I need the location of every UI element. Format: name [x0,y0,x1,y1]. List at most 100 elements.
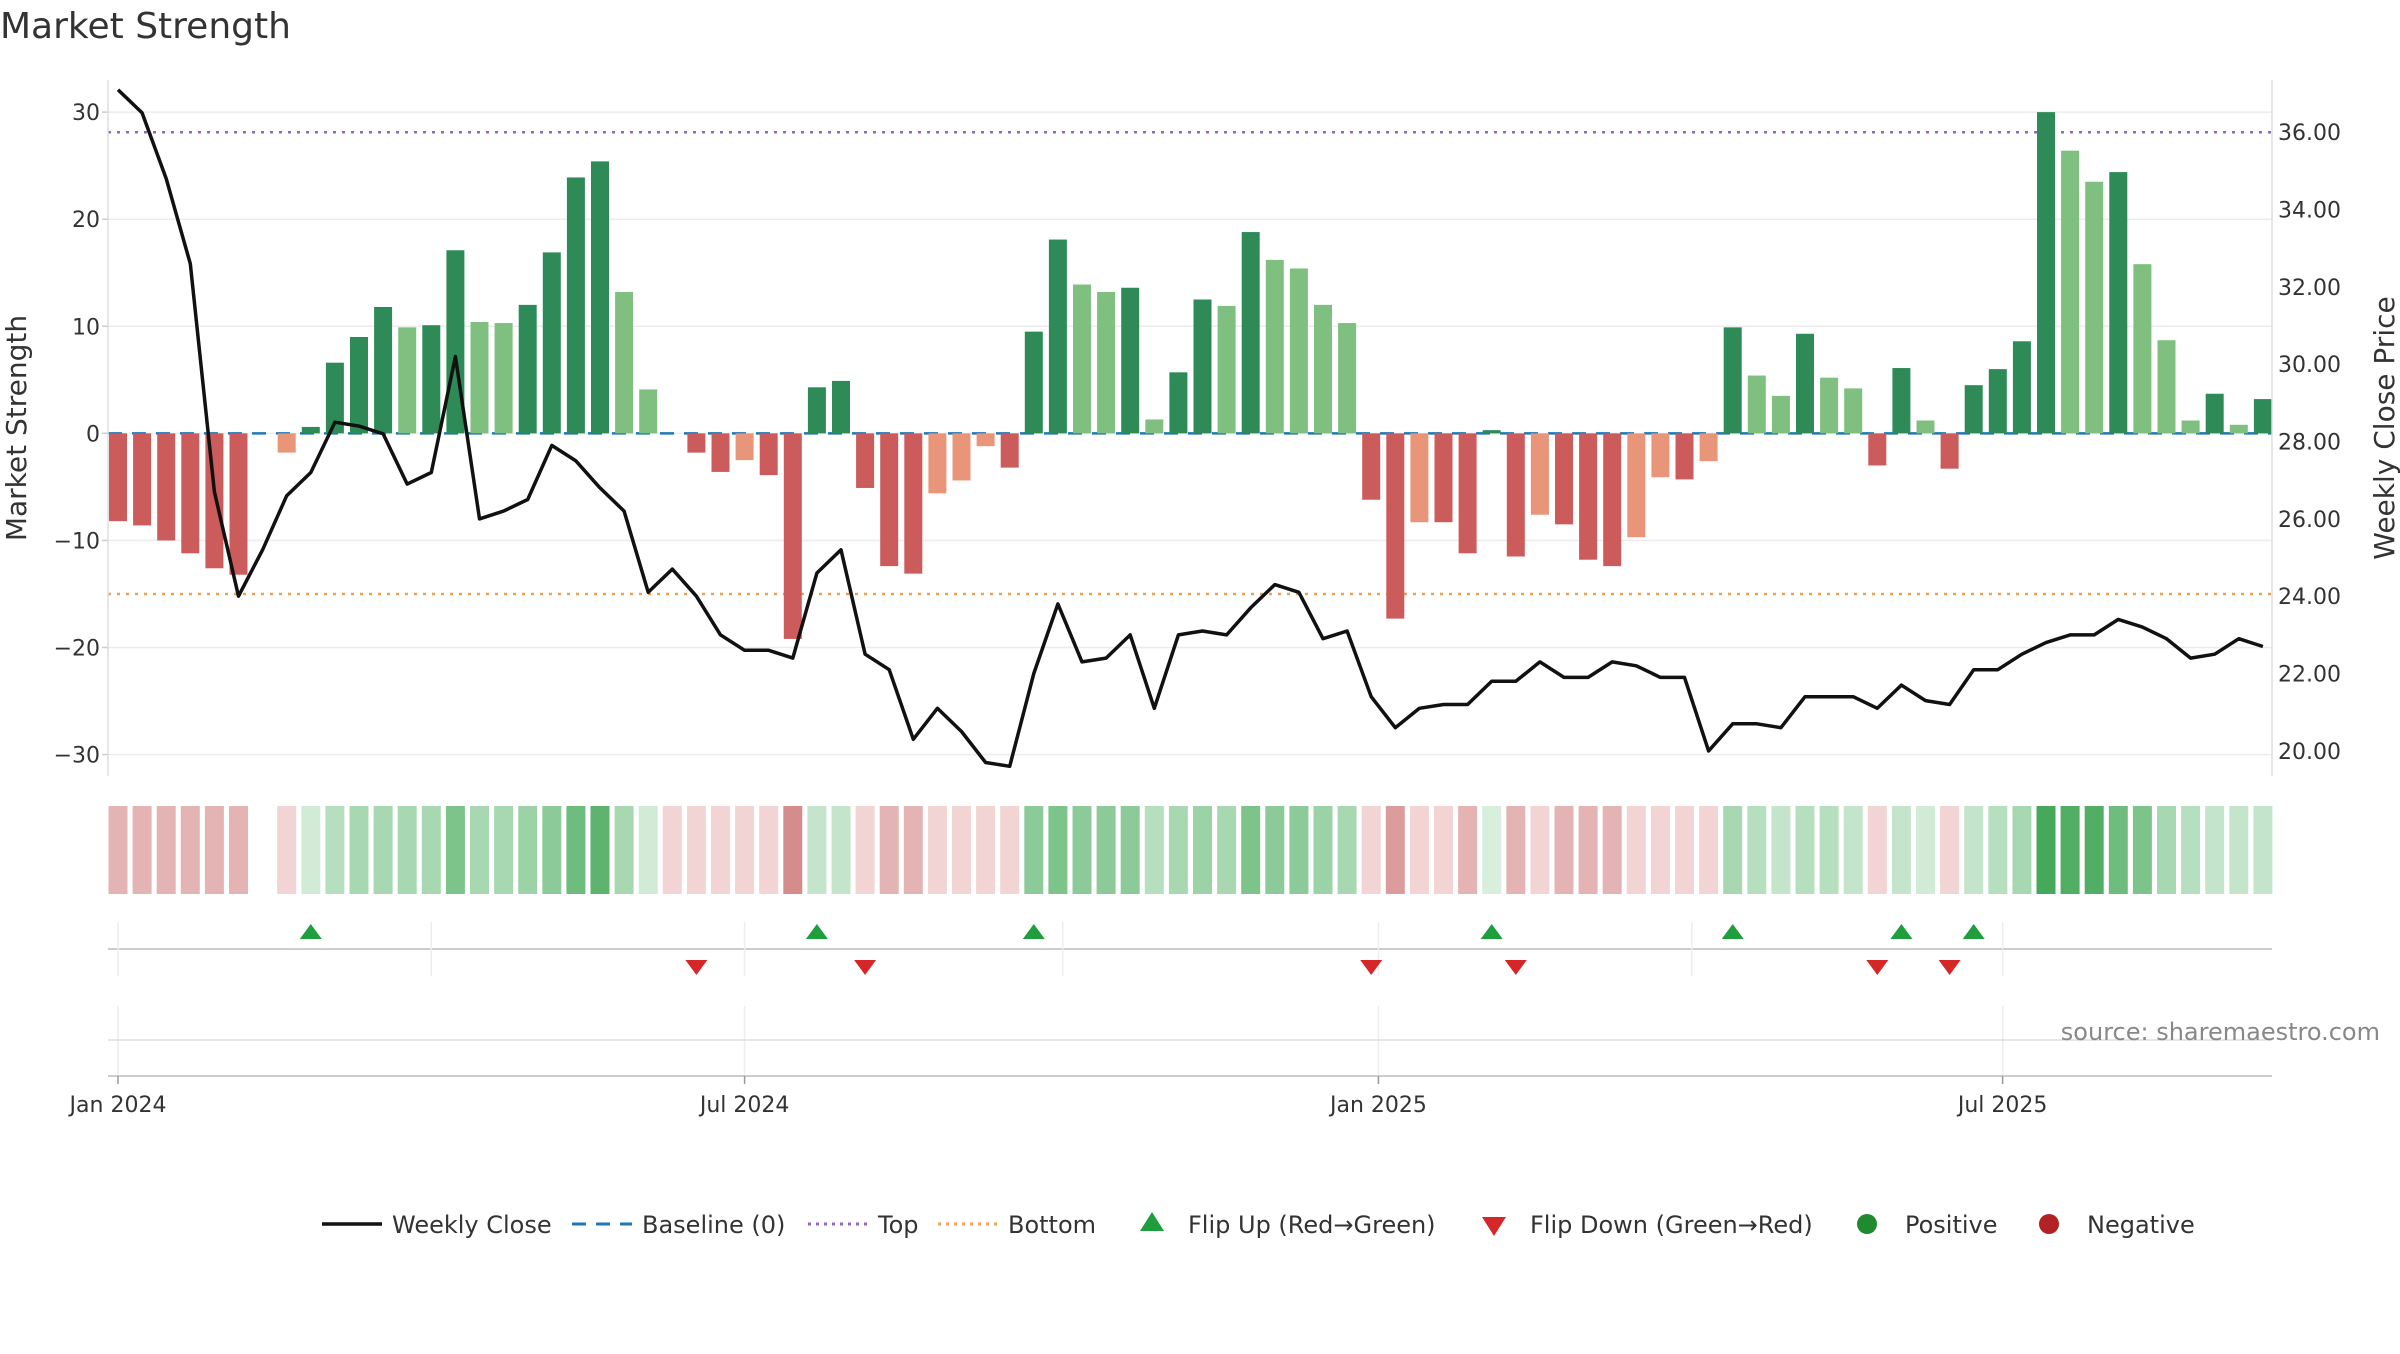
heat-cell [2108,806,2128,894]
strength-bar [1820,377,1839,434]
y-right-tick-label: 22.00 [2278,663,2341,688]
strength-bar [1314,304,1332,434]
heat-cell [421,806,441,894]
heat-cell [397,806,417,894]
strength-bar [1482,430,1501,434]
heat-cell [1265,806,1285,894]
strength-bar [157,433,176,541]
strength-bar [1024,331,1043,434]
heat-cell [349,806,369,894]
heat-cell [2181,806,2201,894]
heat-cell [1771,806,1791,894]
y-left-tick-label: −20 [54,637,100,662]
strength-bar [952,433,971,481]
strength-bar [398,327,417,434]
flip-panel [108,922,2272,976]
heat-cell [566,806,586,894]
strength-bar [1338,323,1357,434]
heat-cell [2229,806,2249,894]
flip-down-marker [1360,960,1383,975]
flip-up-marker [1721,924,1744,939]
heat-cell [1385,806,1405,894]
strength-bar [2181,420,2200,434]
heat-cell [1675,806,1694,894]
strength-bar [1868,433,1887,466]
strength-bar [2133,264,2152,434]
strength-bar [1771,395,1790,434]
heat-cell [2084,806,2104,894]
heat-cell [204,806,224,894]
legend-label: Flip Down (Green→Red) [1530,1211,1813,1239]
y-left-tick-label: 30 [72,101,100,126]
y-right-tick-label: 34.00 [2278,199,2341,224]
heat-cell [662,806,682,894]
heat-cell [1409,806,1429,894]
heat-cell [831,806,851,894]
strength-bar [2229,424,2248,434]
flip-up-marker [805,924,828,939]
heat-cell [1891,806,1911,894]
heat-cell [1120,806,1140,894]
strength-bar [2012,341,2031,434]
heat-cell [373,806,393,894]
strength-bar [350,336,368,434]
heat-cell [759,806,779,894]
strength-bar [2085,181,2104,434]
flip-up-marker [299,924,322,939]
legend-label: Flip Up (Red→Green) [1188,1211,1436,1239]
x-tick-label: Jan 2025 [1328,1093,1427,1118]
strength-bar [229,433,248,575]
strength-bar [1579,433,1598,560]
strength-bar [109,433,127,522]
flip-down-marker [1866,960,1889,975]
legend-label: Baseline (0) [642,1211,785,1239]
flip-down-marker [1938,960,1961,975]
strength-bar [2205,393,2224,434]
heat-cell [735,806,755,894]
y-left-tick-label: 0 [86,422,100,447]
strength-bar [1699,433,1718,462]
strength-bar [1121,287,1140,434]
heat-cell [542,806,562,894]
heat-cell [1940,806,1960,894]
strength-bar [470,321,489,434]
heat-cell [1434,806,1453,894]
heat-cell [952,806,971,894]
y-axis-left-title: Market Strength [0,315,33,541]
heat-cell [2157,806,2176,894]
flip-down-marker [1504,960,1527,975]
heat-cell [1144,806,1164,894]
strength-bar [181,433,200,554]
y-right-tick-label: 28.00 [2278,431,2341,456]
heat-cell [1530,806,1550,894]
heat-cell [1289,806,1309,894]
heat-cell [132,806,152,894]
strength-bar [1651,433,1670,478]
strength-bar [1410,433,1429,523]
strength-bar [1217,305,1236,434]
x-tick-label: Jul 2024 [698,1093,790,1118]
flip-up-marker [1480,924,1503,939]
y-right-tick-label: 26.00 [2278,508,2341,533]
heat-cell [494,806,514,894]
strength-bar [1193,299,1212,434]
heat-cell [855,806,875,894]
heat-cell [590,806,610,894]
strength-bar [1916,420,1935,434]
strength-bar [759,433,778,476]
heat-cell [903,806,923,894]
heat-cell [1193,806,1212,894]
heat-cell [1482,806,1502,894]
strength-bar [1530,433,1549,515]
heat-cell [1723,806,1743,894]
y-left-tick-label: −10 [54,529,100,554]
strength-bar [1747,375,1766,434]
strength-bar [1796,333,1814,434]
y-left-tick-label: 10 [72,315,100,340]
strength-bar [1241,232,1260,434]
heat-cell [1000,806,1020,894]
strength-bar [1073,284,1091,434]
heat-cell [1096,806,1116,894]
heat-cell [1024,806,1044,894]
